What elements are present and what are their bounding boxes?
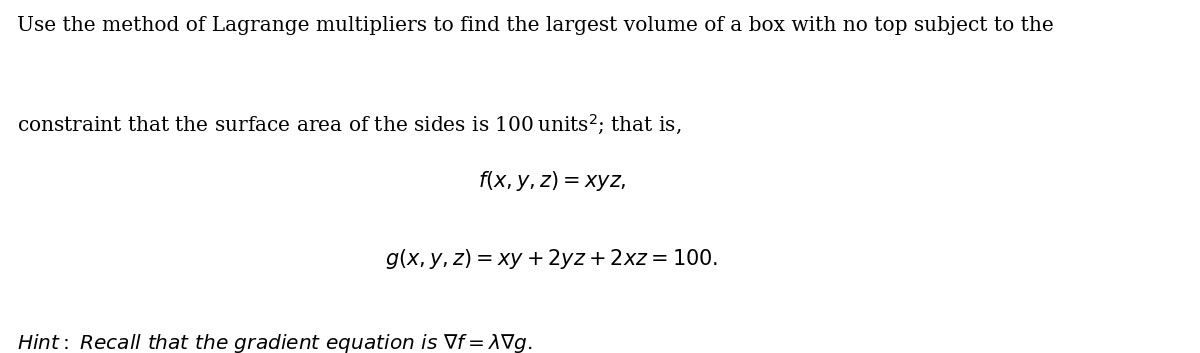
Text: Use the method of Lagrange multipliers to find the largest volume of a box with : Use the method of Lagrange multipliers t…: [17, 16, 1054, 35]
Text: $f(x, y, z) = xyz,$: $f(x, y, z) = xyz,$: [478, 169, 626, 193]
Text: $g(x, y, z) = xy + 2yz + 2xz = 100.$: $g(x, y, z) = xy + 2yz + 2xz = 100.$: [385, 247, 719, 271]
Text: $\it{Hint{:}\ Recall\ that\ the\ gradient\ equation\ is}$$\ \nabla f = \lambda \: $\it{Hint{:}\ Recall\ that\ the\ gradien…: [17, 332, 533, 353]
Text: constraint that the surface area of the sides is 100 units$^{2}$; that is,: constraint that the surface area of the …: [17, 113, 682, 137]
